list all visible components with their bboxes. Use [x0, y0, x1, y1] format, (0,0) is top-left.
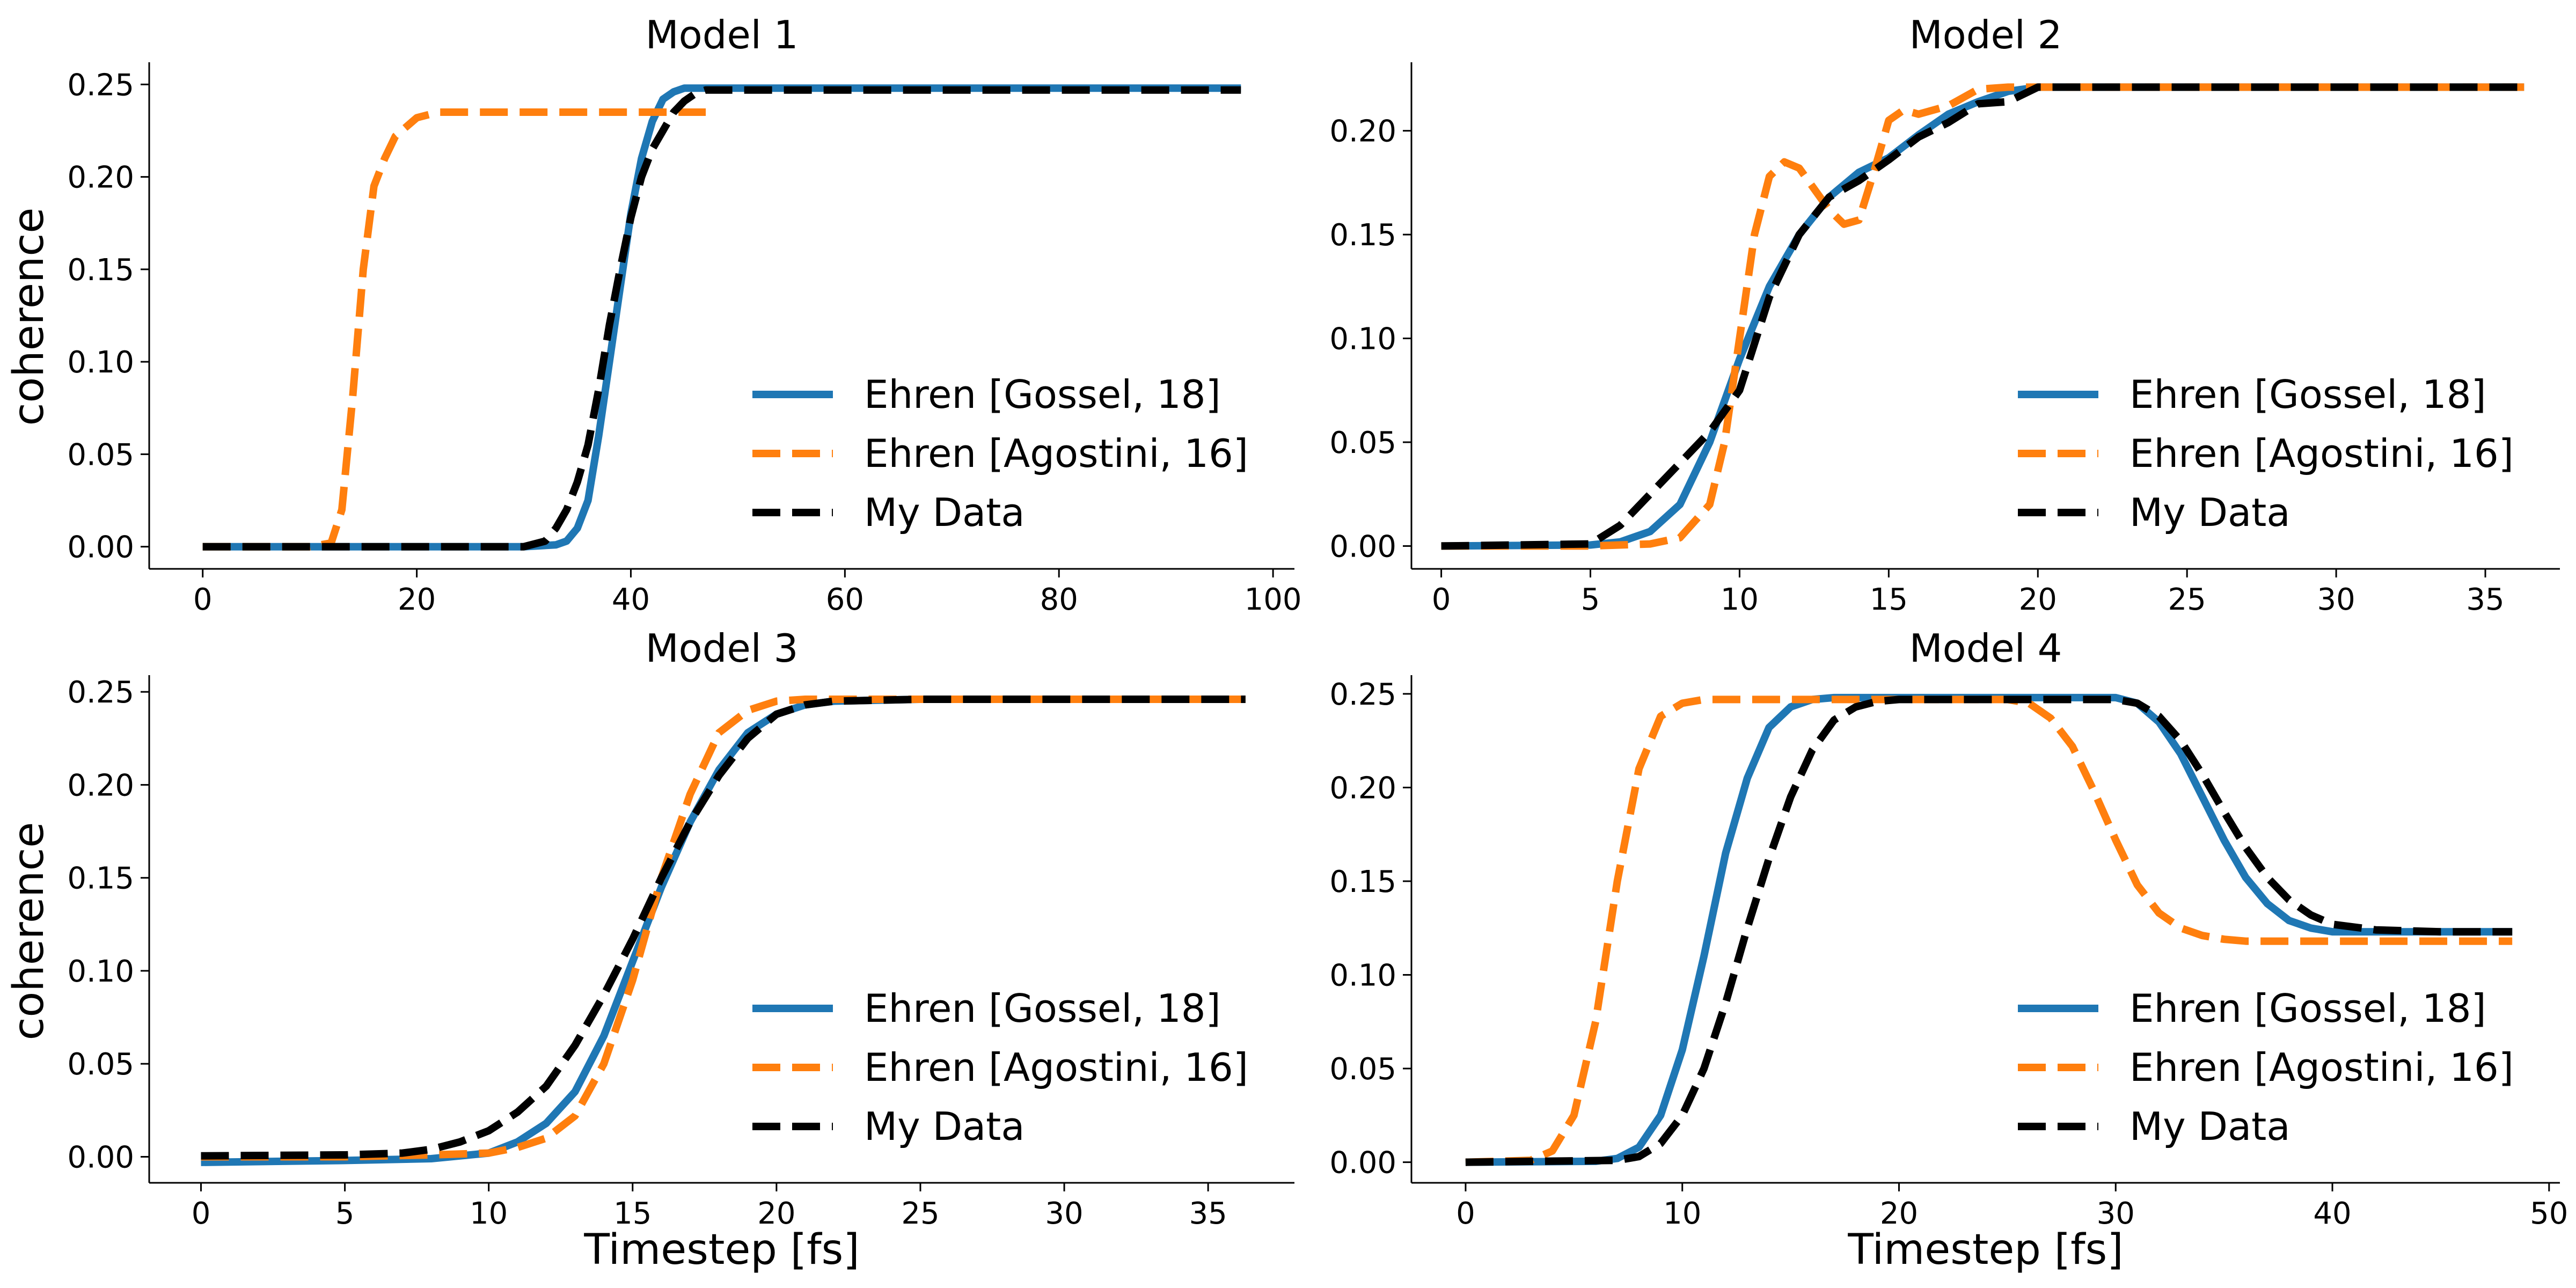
- y-tick-label: 0.05: [1329, 1052, 1396, 1087]
- x-tick-label: 5: [1581, 582, 1600, 617]
- x-tick-label: 40: [612, 582, 650, 617]
- x-axis-label: Timestep [fs]: [1847, 1226, 2123, 1274]
- series-agostini-line: [202, 108, 706, 551]
- panel-model-3: Model 3 coherence Timestep [fs] 0 5 10 15 20…: [5, 626, 1294, 1274]
- series-my-data-line: [1441, 83, 2524, 550]
- series-my-data-line: [1465, 696, 2513, 1166]
- x-tick-label: 100: [1245, 582, 1302, 617]
- x-tick-label: 0: [1432, 582, 1451, 617]
- x-tick-label: 20: [1880, 1196, 1918, 1231]
- x-tick-label: 20: [398, 582, 436, 617]
- series-agostini-line: [1465, 696, 2513, 1166]
- series-my-data-line: [202, 86, 1241, 551]
- legend-label-series-my-data: My Data: [864, 1104, 1025, 1149]
- y-tick-label: 0.00: [1329, 529, 1396, 564]
- panel-title: Model 1: [646, 12, 799, 57]
- x-tick-label: 35: [2466, 582, 2504, 617]
- legend-label-series-my-data: My Data: [2129, 1104, 2290, 1149]
- series-my-data-line: [201, 696, 1246, 1160]
- x-tick-label: 40: [2313, 1196, 2351, 1231]
- legend-label-series-agostini: Ehren [Agostini, 16]: [2129, 1045, 2514, 1090]
- y-tick-label: 0.10: [67, 954, 134, 989]
- legend-label-series-gossel: Ehren [Gossel, 18]: [864, 986, 1221, 1031]
- y-tick-label: 0.20: [1329, 771, 1396, 806]
- x-tick-label: 25: [901, 1196, 939, 1231]
- legend-label-series-gossel: Ehren [Gossel, 18]: [2129, 372, 2486, 417]
- x-tick-label: 20: [757, 1196, 795, 1231]
- x-tick-label: 10: [1663, 1196, 1701, 1231]
- series-agostini-line: [1441, 83, 2524, 550]
- y-tick-label: 0.00: [67, 1140, 134, 1175]
- x-axis-label: Timestep [fs]: [583, 1226, 859, 1274]
- y-axis-label: coherence: [5, 822, 53, 1041]
- x-tick-label: 0: [1456, 1196, 1475, 1231]
- series-gossel-line: [202, 84, 1241, 551]
- x-tick-label: 10: [470, 1196, 508, 1231]
- y-tick-label: 0.10: [1329, 322, 1396, 357]
- x-tick-label: 30: [2317, 582, 2355, 617]
- legend-label-series-agostini: Ehren [Agostini, 16]: [2129, 431, 2514, 476]
- panel-model-4: Model 4 Timestep [fs] 0 10 20 30 40 50 0.00 0.0…: [1329, 626, 2568, 1274]
- y-tick-label: 0.10: [1329, 958, 1396, 993]
- y-tick-label: 0.25: [1329, 677, 1396, 712]
- legend-label-series-agostini: Ehren [Agostini, 16]: [864, 1045, 1248, 1090]
- x-tick-label: 0: [193, 582, 213, 617]
- legend-label-series-agostini: Ehren [Agostini, 16]: [864, 431, 1248, 476]
- y-tick-label: 0.20: [67, 160, 134, 195]
- x-tick-label: 60: [826, 582, 864, 617]
- x-tick-label: 35: [1189, 1196, 1227, 1231]
- x-tick-label: 50: [2530, 1196, 2568, 1231]
- legend-label-series-gossel: Ehren [Gossel, 18]: [2129, 986, 2486, 1031]
- y-tick-label: 0.05: [67, 437, 134, 472]
- y-tick-label: 0.15: [1329, 218, 1396, 253]
- y-tick-label: 0.10: [67, 345, 134, 380]
- x-tick-label: 0: [192, 1196, 211, 1231]
- y-tick-label: 0.20: [1329, 114, 1396, 149]
- x-tick-label: 30: [2097, 1196, 2135, 1231]
- panel-title: Model 3: [646, 626, 799, 671]
- y-tick-label: 0.15: [67, 253, 134, 288]
- x-tick-label: 80: [1040, 582, 1078, 617]
- x-tick-label: 20: [2019, 582, 2057, 617]
- panel-model-2: Model 2 0 5 10 15 20 25 30 35 0.00 0.05 0.10 0.15 0.…: [1329, 12, 2560, 617]
- legend-label-series-my-data: My Data: [864, 490, 1025, 535]
- y-tick-label: 0.25: [67, 68, 134, 103]
- y-tick-label: 0.05: [67, 1047, 134, 1082]
- y-axis-label: coherence: [5, 208, 53, 426]
- x-tick-label: 30: [1045, 1196, 1083, 1231]
- panel-model-1: Model 1 coherence 0 20 40 60 80 100 0.00 0.05 0.…: [5, 12, 1302, 617]
- y-tick-label: 0.25: [67, 675, 134, 710]
- panel-title: Model 4: [1909, 626, 2062, 671]
- legend-label-series-my-data: My Data: [2129, 490, 2290, 535]
- x-tick-label: 10: [1721, 582, 1759, 617]
- y-tick-label: 0.00: [1329, 1146, 1396, 1181]
- x-tick-label: 5: [335, 1196, 355, 1231]
- y-tick-label: 0.15: [67, 861, 134, 896]
- panel-title: Model 2: [1909, 12, 2062, 57]
- x-tick-label: 15: [613, 1196, 652, 1231]
- y-tick-label: 0.05: [1329, 426, 1396, 460]
- y-tick-label: 0.00: [67, 530, 134, 565]
- legend-label-series-gossel: Ehren [Gossel, 18]: [864, 372, 1221, 417]
- x-tick-label: 25: [2168, 582, 2206, 617]
- series-gossel-line: [1441, 83, 2524, 550]
- x-tick-label: 15: [1870, 582, 1908, 617]
- y-tick-label: 0.15: [1329, 865, 1396, 899]
- y-tick-label: 0.20: [67, 768, 134, 803]
